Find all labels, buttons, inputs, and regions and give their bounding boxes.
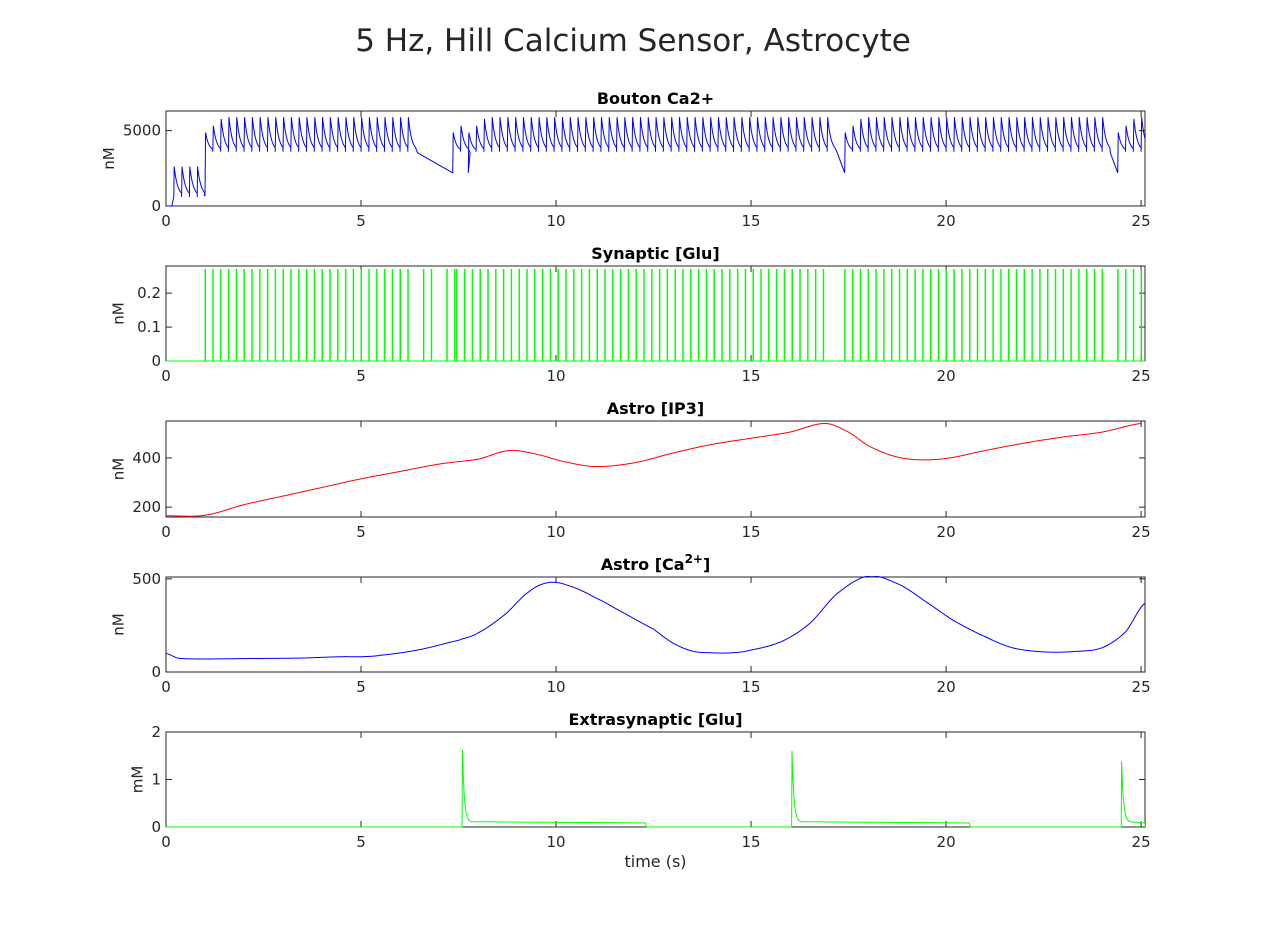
x-tick-label: 5 <box>356 833 366 851</box>
subplot-title-text: Astro [Ca <box>601 555 685 574</box>
subplot-4: Astro [Ca2+] 0 5 10 15 20 25 0 500 nM <box>110 552 1151 696</box>
x-tick-label: 20 <box>937 523 956 541</box>
x-tick-label: 25 <box>1132 678 1151 696</box>
y-tick-label: 1 <box>151 771 161 789</box>
y-tick-label: 500 <box>132 570 161 588</box>
x-tick-label: 15 <box>742 212 761 230</box>
y-axis-label: nM <box>110 302 128 324</box>
subplot-title: Synaptic [Glu] <box>591 244 719 263</box>
x-tick-label: 10 <box>546 833 565 851</box>
y-tick-label: 0 <box>151 197 161 215</box>
x-tick-label: 0 <box>161 678 171 696</box>
x-tick-label: 20 <box>937 212 956 230</box>
x-axis-label: time (s) <box>624 852 686 871</box>
x-tick-label: 25 <box>1132 367 1151 385</box>
y-tick-label: 0.2 <box>137 284 161 302</box>
series-line <box>166 268 1145 362</box>
y-tick-label: 0 <box>151 663 161 681</box>
y-tick-label: 0 <box>151 352 161 370</box>
x-tick-label: 20 <box>937 367 956 385</box>
x-tick-label: 20 <box>937 833 956 851</box>
series-line <box>166 117 1145 207</box>
x-tick-label: 10 <box>546 212 565 230</box>
subplot-title: Astro [Ca2+] <box>601 552 711 574</box>
subplot-title: Bouton Ca2+ <box>597 89 714 108</box>
subplot-2: Synaptic [Glu] 0 5 10 15 20 25 0 0.1 0.2 nM <box>110 244 1151 385</box>
subplot-title-text: Synaptic [Glu] <box>591 244 719 263</box>
series-line <box>166 576 1145 660</box>
y-tick-label: 400 <box>132 449 161 467</box>
subplot-title-text: Extrasynaptic [Glu] <box>569 710 743 729</box>
x-tick-label: 5 <box>356 212 366 230</box>
x-tick-label: 0 <box>161 523 171 541</box>
y-axis-label: mM <box>129 766 147 794</box>
y-axis-label: nM <box>110 613 128 635</box>
x-tick-label: 5 <box>356 523 366 541</box>
subplot-title-superscript: 2+ <box>685 552 703 566</box>
plot-area <box>165 576 1146 673</box>
x-tick-label: 15 <box>742 678 761 696</box>
y-tick-label: 200 <box>132 498 161 516</box>
y-tick-label: 0.1 <box>137 318 161 336</box>
x-tick-label: 25 <box>1132 212 1151 230</box>
subplot-title-suffix: ] <box>703 555 710 574</box>
x-tick-label: 10 <box>546 678 565 696</box>
y-tick-label: 5000 <box>123 122 161 140</box>
x-tick-label: 25 <box>1132 833 1151 851</box>
subplot-title-text: Astro [IP3] <box>607 399 704 418</box>
plot-area <box>165 731 1146 828</box>
subplot-title: Astro [IP3] <box>607 399 704 418</box>
x-tick-label: 10 <box>546 523 565 541</box>
y-axis-label: nM <box>100 147 118 169</box>
y-tick-label: 2 <box>151 723 161 741</box>
series-line <box>166 750 1145 828</box>
series-line <box>166 422 1142 517</box>
plot-area <box>165 420 1146 518</box>
subplot-title: Extrasynaptic [Glu] <box>569 710 743 729</box>
y-tick-label: 0 <box>151 818 161 836</box>
x-tick-label: 15 <box>742 367 761 385</box>
x-tick-label: 0 <box>161 212 171 230</box>
plot-area <box>165 265 1146 362</box>
subplot-1: Bouton Ca2+ 0 5 10 15 20 25 0 5000 nM <box>100 89 1151 230</box>
x-tick-label: 15 <box>742 523 761 541</box>
x-tick-label: 0 <box>161 833 171 851</box>
figure-title: 5 Hz, Hill Calcium Sensor, Astrocyte <box>355 23 911 59</box>
x-tick-label: 15 <box>742 833 761 851</box>
x-tick-label: 20 <box>937 678 956 696</box>
y-axis-label: nM <box>110 458 128 480</box>
subplot-5: Extrasynaptic [Glu] 0 5 10 15 20 25 0 1 2 mM time (… <box>129 710 1151 871</box>
x-tick-label: 25 <box>1132 523 1151 541</box>
x-tick-label: 10 <box>546 367 565 385</box>
x-tick-label: 0 <box>161 367 171 385</box>
subplot-title-text: Bouton Ca2+ <box>597 89 714 108</box>
x-tick-label: 5 <box>356 678 366 696</box>
x-tick-label: 5 <box>356 367 366 385</box>
